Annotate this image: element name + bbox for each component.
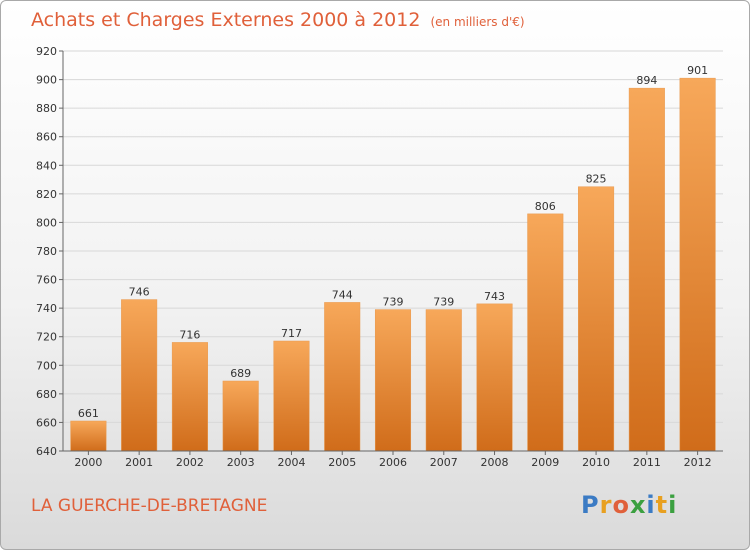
y-tick-label: 680 — [36, 388, 57, 401]
y-tick-label: 660 — [36, 416, 57, 429]
y-tick-label: 880 — [36, 102, 57, 115]
bars: 661 746 716 689 717 744 739 739 743 806 825 894 901 — [70, 64, 716, 452]
y-tick-label: 860 — [36, 131, 57, 144]
x-tick-label: 2008 — [481, 456, 509, 469]
x-tick-label: 2006 — [379, 456, 407, 469]
y-axis: 640 660 680 700 720 740 760 780 800 820 840 860 880 9… — [36, 45, 64, 458]
logo-letter: P — [581, 491, 600, 519]
bar-value-label: 717 — [281, 327, 302, 340]
x-tick-label: 2009 — [531, 456, 559, 469]
x-tick-label: 2005 — [328, 456, 356, 469]
bar — [374, 309, 412, 452]
bar — [578, 186, 615, 452]
y-tick-label: 820 — [36, 188, 57, 201]
bar — [324, 302, 361, 452]
bar — [121, 299, 158, 452]
proxiti-logo: Proxiti — [581, 491, 677, 519]
x-tick-label: 2004 — [277, 456, 305, 469]
town-name: LA GUERCHE-DE-BRETAGNE — [31, 496, 268, 516]
bar-value-label: 825 — [586, 173, 607, 186]
bar — [628, 87, 665, 452]
y-tick-label: 640 — [36, 445, 57, 458]
bar-value-label: 806 — [535, 200, 556, 213]
bar-value-label: 716 — [179, 328, 200, 341]
x-tick-label: 2007 — [430, 456, 458, 469]
logo-letter: x — [629, 491, 647, 519]
y-tick-label: 800 — [36, 216, 57, 229]
x-tick-label: 2002 — [176, 456, 204, 469]
y-tick-label: 720 — [36, 331, 57, 344]
logo-letter: t — [655, 491, 669, 519]
bar-value-label: 746 — [129, 286, 150, 299]
bar-value-label: 739 — [383, 296, 404, 309]
y-tick-label: 760 — [36, 274, 57, 287]
bar — [70, 420, 107, 452]
y-tick-label: 700 — [36, 359, 57, 372]
logo-letter: i — [668, 491, 678, 519]
bar-value-label: 661 — [78, 407, 99, 420]
bar-value-label: 689 — [230, 367, 251, 380]
bar — [425, 309, 462, 452]
x-tick-label: 2003 — [227, 456, 255, 469]
logo-letter: o — [612, 491, 630, 519]
bar-value-label: 901 — [687, 64, 708, 77]
chart-title: Achats et Charges Externes 2000 à 2012 (e… — [31, 9, 525, 31]
x-tick-label: 2012 — [684, 456, 712, 469]
bar-value-label: 744 — [332, 288, 353, 301]
bar — [527, 213, 564, 452]
y-tick-label: 840 — [36, 159, 57, 172]
x-tick-label: 2011 — [633, 456, 661, 469]
x-tick-label: 2010 — [582, 456, 610, 469]
logo-letter: i — [646, 491, 656, 519]
x-tick-label: 2000 — [74, 456, 102, 469]
chart-title-text: Achats et Charges Externes 2000 à 2012 — [31, 9, 421, 31]
x-axis: 2000 2001 2002 2003 2004 2005 2006 2007 2008 2009… — [63, 450, 723, 469]
bar-value-label: 739 — [433, 296, 454, 309]
logo-letter: r — [599, 491, 613, 519]
bar — [476, 303, 513, 452]
y-tick-label: 780 — [36, 245, 57, 258]
x-tick-label: 2001 — [125, 456, 153, 469]
y-tick-label: 740 — [36, 302, 57, 315]
bar — [171, 342, 208, 452]
y-tick-label: 900 — [36, 74, 57, 87]
bar — [222, 380, 259, 452]
bar — [679, 77, 716, 452]
chart-unit: (en milliers d'€) — [430, 15, 525, 29]
y-tick-label: 920 — [36, 45, 57, 58]
bar-value-label: 743 — [484, 290, 505, 303]
bar-value-label: 894 — [636, 74, 657, 87]
bar — [273, 340, 310, 452]
